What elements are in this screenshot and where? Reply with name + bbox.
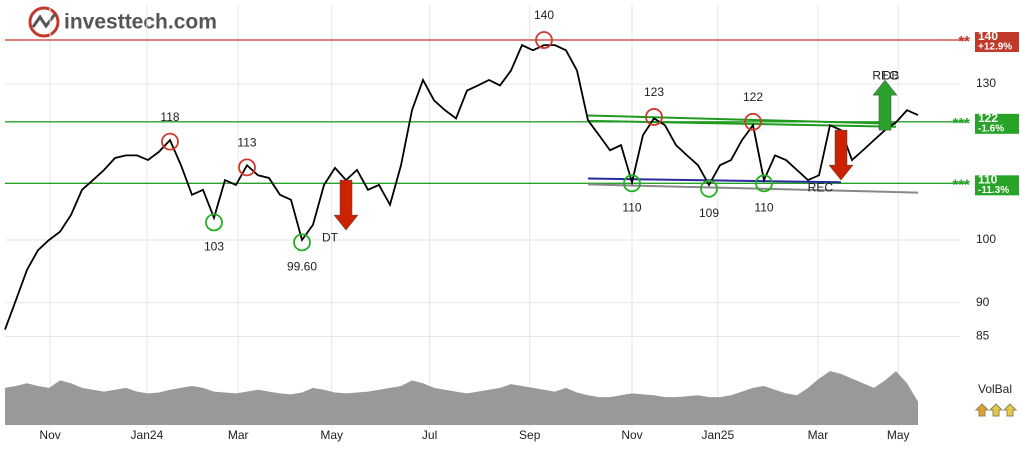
x-tick-label: Sep bbox=[519, 428, 541, 442]
level-stars: *** bbox=[952, 115, 970, 132]
level-box bbox=[975, 113, 1019, 134]
extreme-label: 110 bbox=[754, 201, 773, 215]
trend-line bbox=[587, 119, 897, 128]
indicator-label: VolBal bbox=[978, 382, 1012, 396]
extreme-label: 118 bbox=[160, 110, 179, 124]
x-tick-label: Jan24 bbox=[131, 428, 164, 442]
bottom-circle bbox=[700, 179, 718, 198]
volbal-icon bbox=[988, 403, 1004, 417]
level-change: -11.3% bbox=[978, 185, 1009, 196]
y-tick-label: 90 bbox=[976, 295, 990, 309]
extreme-label: 140 bbox=[534, 8, 554, 22]
signal-label: DT bbox=[322, 230, 339, 244]
level-change: +12.9% bbox=[978, 42, 1012, 53]
top-circle bbox=[161, 132, 179, 151]
x-tick-label: Nov bbox=[39, 428, 60, 442]
signal-arrow bbox=[333, 179, 359, 231]
extreme-label: 109 bbox=[699, 206, 719, 220]
extreme-label: 110 bbox=[622, 201, 641, 215]
volbal-icon bbox=[974, 403, 990, 417]
trend-line bbox=[587, 114, 897, 125]
signal-arrow bbox=[872, 79, 898, 131]
bottom-circle bbox=[205, 213, 223, 232]
y-tick-label: 85 bbox=[976, 329, 990, 343]
signal-label: DB bbox=[883, 68, 900, 82]
x-tick-label: Mar bbox=[228, 428, 249, 442]
y-tick-label: 130 bbox=[976, 76, 996, 90]
extreme-label: 113 bbox=[237, 136, 256, 150]
logo-icon bbox=[28, 6, 60, 38]
x-tick-label: Nov bbox=[621, 428, 642, 442]
extreme-label: 122 bbox=[743, 90, 763, 104]
x-tick-label: May bbox=[887, 428, 910, 442]
level-label: 140 bbox=[978, 29, 998, 43]
top-circle bbox=[744, 112, 762, 131]
x-tick-label: Jan25 bbox=[701, 428, 734, 442]
extreme-label: 123 bbox=[644, 85, 664, 99]
level-stars: *** bbox=[952, 176, 970, 193]
x-tick-label: Mar bbox=[808, 428, 829, 442]
extreme-label: 99.60 bbox=[287, 260, 317, 274]
volume-area bbox=[5, 371, 918, 425]
volbal-icon bbox=[1002, 403, 1018, 417]
logo-text: investtech.com bbox=[64, 11, 217, 34]
level-label: 110 bbox=[978, 173, 998, 187]
extreme-label: 103 bbox=[204, 240, 224, 254]
level-box bbox=[975, 175, 1019, 196]
bottom-circle bbox=[623, 174, 641, 193]
x-tick-label: May bbox=[320, 428, 343, 442]
top-circle bbox=[645, 108, 663, 126]
signal-label: REC bbox=[808, 180, 834, 194]
bottom-circle bbox=[293, 233, 311, 252]
bottom-circle bbox=[755, 174, 773, 193]
signal-label: REC bbox=[872, 68, 898, 82]
level-box bbox=[975, 32, 1019, 53]
trend-line bbox=[587, 183, 919, 194]
signal-arrow bbox=[828, 129, 854, 181]
level-change: -1.6% bbox=[978, 123, 1004, 134]
level-stars: ** bbox=[958, 33, 970, 50]
top-circle bbox=[238, 158, 256, 177]
level-label: 122 bbox=[978, 111, 998, 125]
y-tick-label: 100 bbox=[976, 232, 996, 246]
x-tick-label: Jul bbox=[422, 428, 437, 442]
top-circle bbox=[535, 31, 553, 49]
